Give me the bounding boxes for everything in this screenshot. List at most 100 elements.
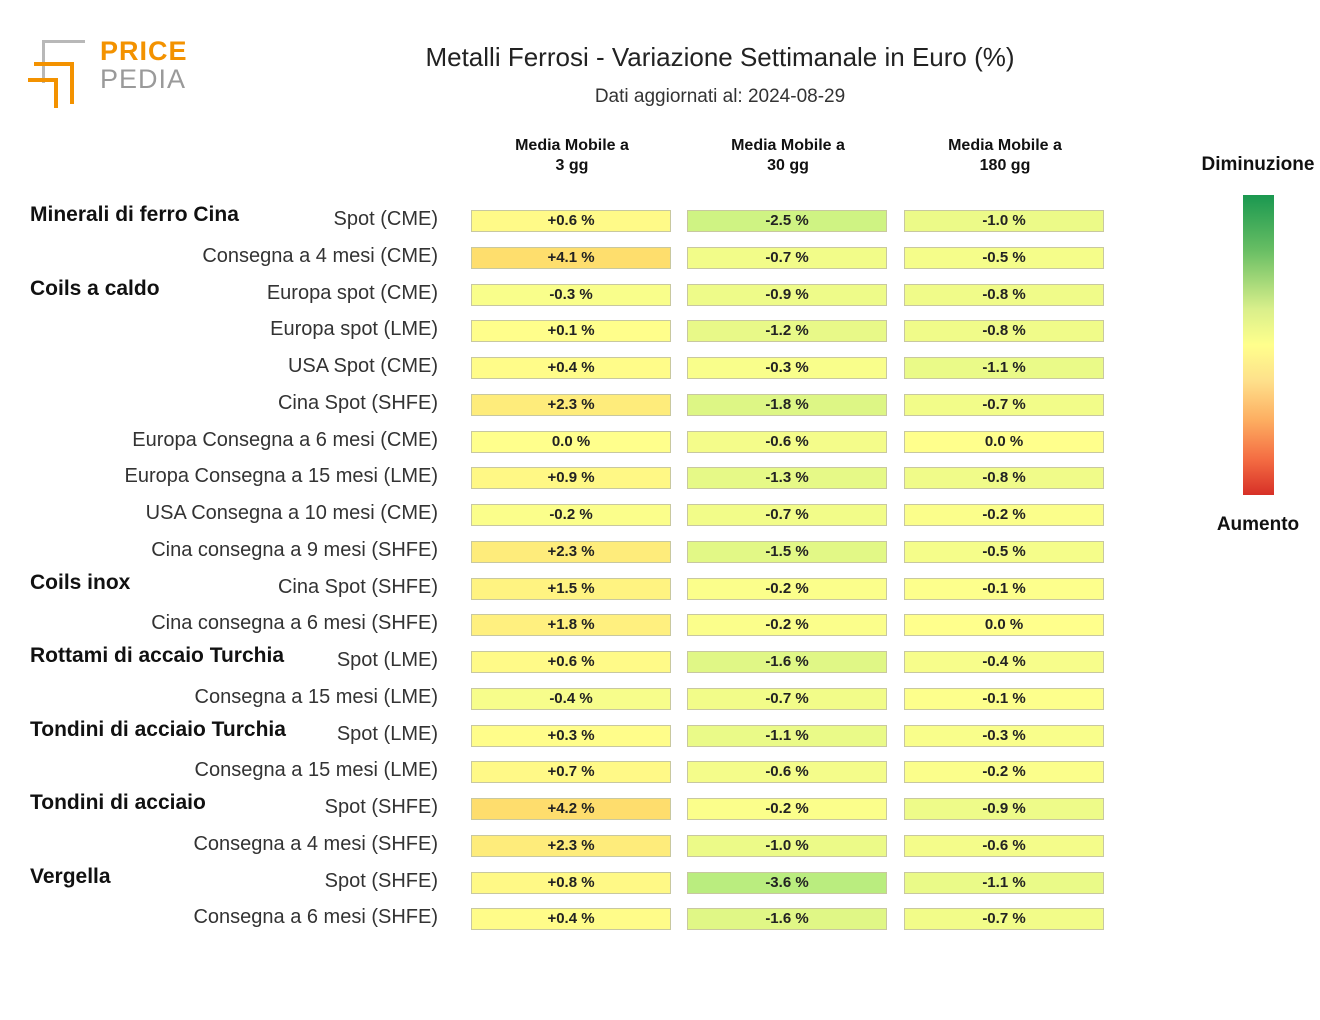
heatmap-cell: +0.7 % bbox=[471, 761, 671, 784]
row-label: Europa Consegna a 6 mesi (CME) bbox=[132, 428, 438, 451]
heatmap-cell: +2.3 % bbox=[471, 834, 671, 857]
heatmap-cell: -0.6 % bbox=[687, 761, 887, 784]
heatmap-cell: +4.1 % bbox=[471, 246, 671, 269]
heatmap-cell: +2.3 % bbox=[471, 393, 671, 416]
heatmap-cell: -0.2 % bbox=[687, 798, 887, 820]
heatmap-cell: +0.1 % bbox=[471, 320, 671, 343]
heatmap-cell: -2.5 % bbox=[687, 210, 887, 232]
heatmap-cell: -0.7 % bbox=[687, 687, 887, 710]
column-header-2: Media Mobile a 180 gg bbox=[948, 137, 1062, 174]
heatmap-cell: 0.0 % bbox=[904, 430, 1104, 453]
heatmap-cell: +4.2 % bbox=[471, 798, 671, 820]
chart-subtitle: Dati aggiornati al: 2024-08-29 bbox=[594, 86, 846, 107]
heatmap-cell: +0.4 % bbox=[471, 357, 671, 379]
logo-pedia-text: PEDIA bbox=[100, 64, 187, 94]
heatmap-cell: -0.7 % bbox=[687, 504, 887, 526]
heatmap-cell: -1.6 % bbox=[687, 651, 887, 673]
heatmap-cell: +0.4 % bbox=[471, 908, 671, 931]
logo-mark-orange-small bbox=[28, 78, 58, 108]
heatmap-cell: -0.8 % bbox=[904, 283, 1104, 306]
heatmap-cell: -0.2 % bbox=[904, 504, 1104, 526]
heatmap-cell: -1.0 % bbox=[904, 210, 1104, 232]
logo-mark-grey bbox=[42, 40, 85, 83]
row-label: USA Consegna a 10 mesi (CME) bbox=[145, 502, 438, 524]
chart-title: Metalli Ferrosi - Variazione Settimanale… bbox=[425, 42, 1015, 72]
logo-price-text: PRICE bbox=[100, 36, 188, 66]
heatmap-cell: -0.6 % bbox=[904, 834, 1104, 857]
row-label: Spot (LME) bbox=[336, 722, 438, 745]
row-label: Spot (LME) bbox=[336, 649, 438, 671]
row-label: Europa Consegna a 15 mesi (LME) bbox=[124, 465, 439, 488]
heatmap-cell: -0.2 % bbox=[471, 504, 671, 526]
heatmap-cell: -1.1 % bbox=[904, 357, 1104, 379]
heatmap-cell: +0.6 % bbox=[471, 210, 671, 232]
row-label: Consegna a 15 mesi (LME) bbox=[194, 685, 438, 708]
row-label: Spot (SHFE) bbox=[324, 869, 438, 892]
heatmap-cell: -0.2 % bbox=[687, 614, 887, 637]
heatmap-cell: -0.7 % bbox=[687, 246, 887, 269]
group-label: Rottami di accaio Turchia bbox=[30, 644, 284, 667]
column-header-0: Media Mobile a 3 gg bbox=[515, 137, 629, 174]
heatmap-cell: -0.3 % bbox=[471, 283, 671, 306]
group-label: Tondini di acciaio bbox=[30, 791, 206, 814]
heatmap-cell: -1.1 % bbox=[904, 871, 1104, 894]
heatmap-cell: -0.3 % bbox=[687, 357, 887, 379]
heatmap-cell: +0.9 % bbox=[471, 467, 671, 490]
heatmap-cell: -0.3 % bbox=[904, 724, 1104, 747]
heatmap-cell: -0.4 % bbox=[904, 651, 1104, 673]
legend-top-label: Diminuzione bbox=[1201, 154, 1315, 175]
heatmap-cell: +2.3 % bbox=[471, 540, 671, 563]
group-label: Tondini di acciaio Turchia bbox=[30, 717, 286, 741]
heatmap-cell: +0.3 % bbox=[471, 724, 671, 747]
heatmap-cell: -3.6 % bbox=[687, 871, 887, 894]
heatmap-cell: 0.0 % bbox=[471, 430, 671, 453]
heatmap-cell: -1.8 % bbox=[687, 393, 887, 416]
row-label: Cina Spot (SHFE) bbox=[277, 391, 438, 414]
row-label: Consegna a 15 mesi (LME) bbox=[194, 759, 438, 782]
heatmap-cell: -1.0 % bbox=[687, 834, 887, 857]
heatmap-cell: +0.6 % bbox=[471, 651, 671, 673]
heatmap-cell: -0.5 % bbox=[904, 246, 1104, 269]
heatmap-cell: 0.0 % bbox=[904, 614, 1104, 637]
row-label: Cina consegna a 9 mesi (SHFE) bbox=[151, 538, 438, 561]
group-label: Coils inox bbox=[30, 570, 131, 594]
heatmap-cell: -0.2 % bbox=[904, 761, 1104, 784]
row-label: Consegna a 4 mesi (SHFE) bbox=[193, 832, 438, 855]
heatmap-cell: -0.9 % bbox=[687, 283, 887, 306]
heatmap-cell: -0.1 % bbox=[904, 577, 1104, 600]
heatmap-cell: -0.6 % bbox=[687, 430, 887, 453]
pricepedia-logo: PRICE PEDIA bbox=[28, 36, 188, 112]
heatmap-cell: -0.1 % bbox=[904, 687, 1104, 710]
row-label: Consegna a 6 mesi (SHFE) bbox=[193, 906, 438, 929]
group-label: Vergella bbox=[30, 864, 111, 888]
heatmap-cell: -1.1 % bbox=[687, 724, 887, 747]
row-label: Cina Spot (SHFE) bbox=[277, 575, 438, 598]
heatmap-cell: -0.7 % bbox=[904, 908, 1104, 931]
heatmap-cell: -0.5 % bbox=[904, 540, 1104, 563]
heatmap-cell: -0.7 % bbox=[904, 393, 1104, 416]
heatmap-cell: -1.3 % bbox=[687, 467, 887, 490]
heatmap-cell: +1.5 % bbox=[471, 577, 671, 600]
group-label: Minerali di ferro Cina bbox=[30, 203, 239, 226]
row-label: Europa spot (CME) bbox=[266, 281, 438, 304]
heatmap-cell: +0.8 % bbox=[471, 871, 671, 894]
heatmap-cell: +1.8 % bbox=[471, 614, 671, 637]
heatmap-cell: -1.5 % bbox=[687, 540, 887, 563]
heatmap-cell: -1.6 % bbox=[687, 908, 887, 931]
group-label: Coils a caldo bbox=[30, 276, 160, 300]
heatmap-cell: -0.8 % bbox=[904, 320, 1104, 343]
legend-bottom-label: Aumento bbox=[1216, 514, 1300, 535]
row-label: Consegna a 4 mesi (CME) bbox=[202, 244, 438, 267]
heatmap-cell: -0.9 % bbox=[904, 798, 1104, 820]
legend-color-bar bbox=[1243, 195, 1274, 495]
row-label: Spot (CME) bbox=[333, 208, 438, 230]
heatmap-cell: -0.8 % bbox=[904, 467, 1104, 490]
row-label: Spot (SHFE) bbox=[324, 796, 438, 818]
row-label: Europa spot (LME) bbox=[270, 318, 438, 341]
heatmap-cell: -1.2 % bbox=[687, 320, 887, 343]
column-header-1: Media Mobile a 30 gg bbox=[731, 137, 845, 174]
logo-mark-orange bbox=[34, 62, 74, 104]
row-label: Cina consegna a 6 mesi (SHFE) bbox=[151, 612, 438, 635]
heatmap-cell: -0.4 % bbox=[471, 687, 671, 710]
heatmap-cell: -0.2 % bbox=[687, 577, 887, 600]
